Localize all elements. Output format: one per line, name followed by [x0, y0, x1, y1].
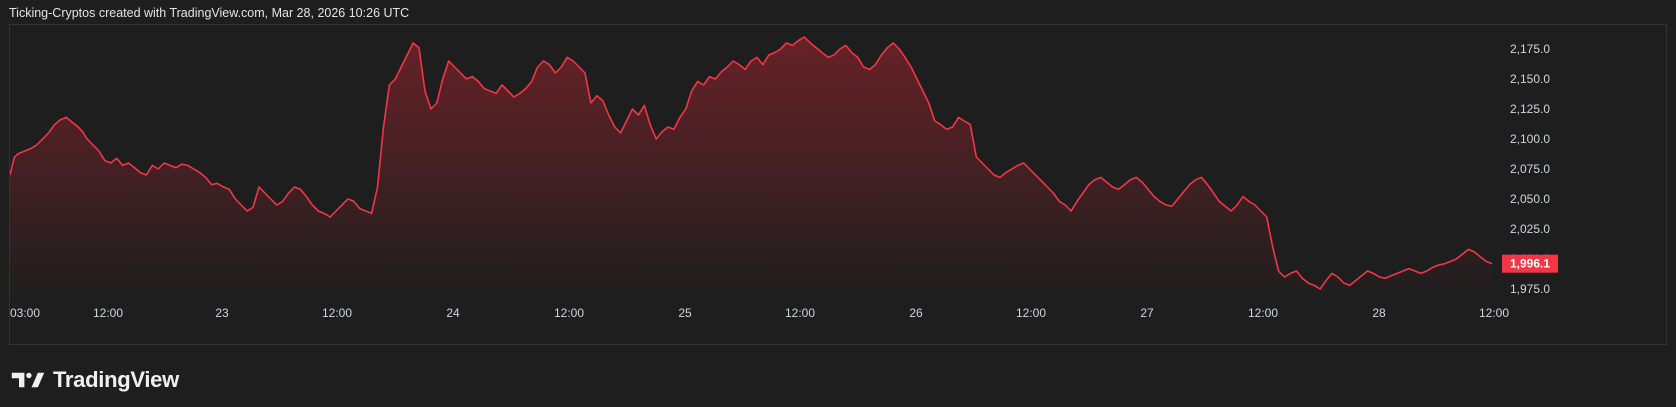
x-tick-label: 28: [1372, 306, 1386, 320]
last-price-badge: [1502, 254, 1558, 273]
y-tick-label: 2,150.0: [1510, 72, 1550, 86]
x-tick-label: 23: [215, 306, 229, 320]
x-tick-label: 12:00: [93, 306, 123, 320]
x-tick-label: 12:00: [1016, 306, 1046, 320]
y-tick-label: 2,175.0: [1510, 42, 1550, 56]
last-price-label: 1,996.1: [1510, 257, 1550, 271]
x-tick-label: 12:00: [785, 306, 815, 320]
x-tick-label: 12:00: [554, 306, 584, 320]
price-line[interactable]: [10, 36, 1493, 290]
x-tick-label: 03:00: [10, 306, 40, 320]
tradingview-wordmark: TradingView: [53, 367, 179, 392]
y-tick-label: 2,025.0: [1510, 222, 1550, 236]
price-area-fill: [10, 37, 1492, 301]
chart-attribution: Ticking-Cryptos created with TradingView…: [9, 6, 410, 20]
chart-panel[interactable]: 2,175.0 2,150.0 2,125.0 2,100.0 2,075.0 2,050…: [9, 24, 1667, 345]
tradingview-logo-icon: [11, 372, 45, 388]
y-tick-label: 2,075.0: [1510, 162, 1550, 176]
x-tick-label: 25: [678, 306, 692, 320]
y-tick-label: 1,975.0: [1510, 282, 1550, 296]
price-chart[interactable]: 2,175.0 2,150.0 2,125.0 2,100.0 2,075.0 2,050…: [10, 25, 1668, 346]
y-tick-label: 2,100.0: [1510, 132, 1550, 146]
y-tick-label: 2,125.0: [1510, 102, 1550, 116]
y-tick-label: 2,050.0: [1510, 192, 1550, 206]
x-tick-label: 27: [1140, 306, 1154, 320]
footer-brand[interactable]: TradingView: [11, 367, 179, 393]
x-tick-label: 26: [909, 306, 923, 320]
x-tick-label: 12:00: [322, 306, 352, 320]
x-tick-label: 12:00: [1248, 306, 1278, 320]
x-tick-label: 24: [446, 306, 460, 320]
x-tick-label: 12:00: [1479, 306, 1509, 320]
